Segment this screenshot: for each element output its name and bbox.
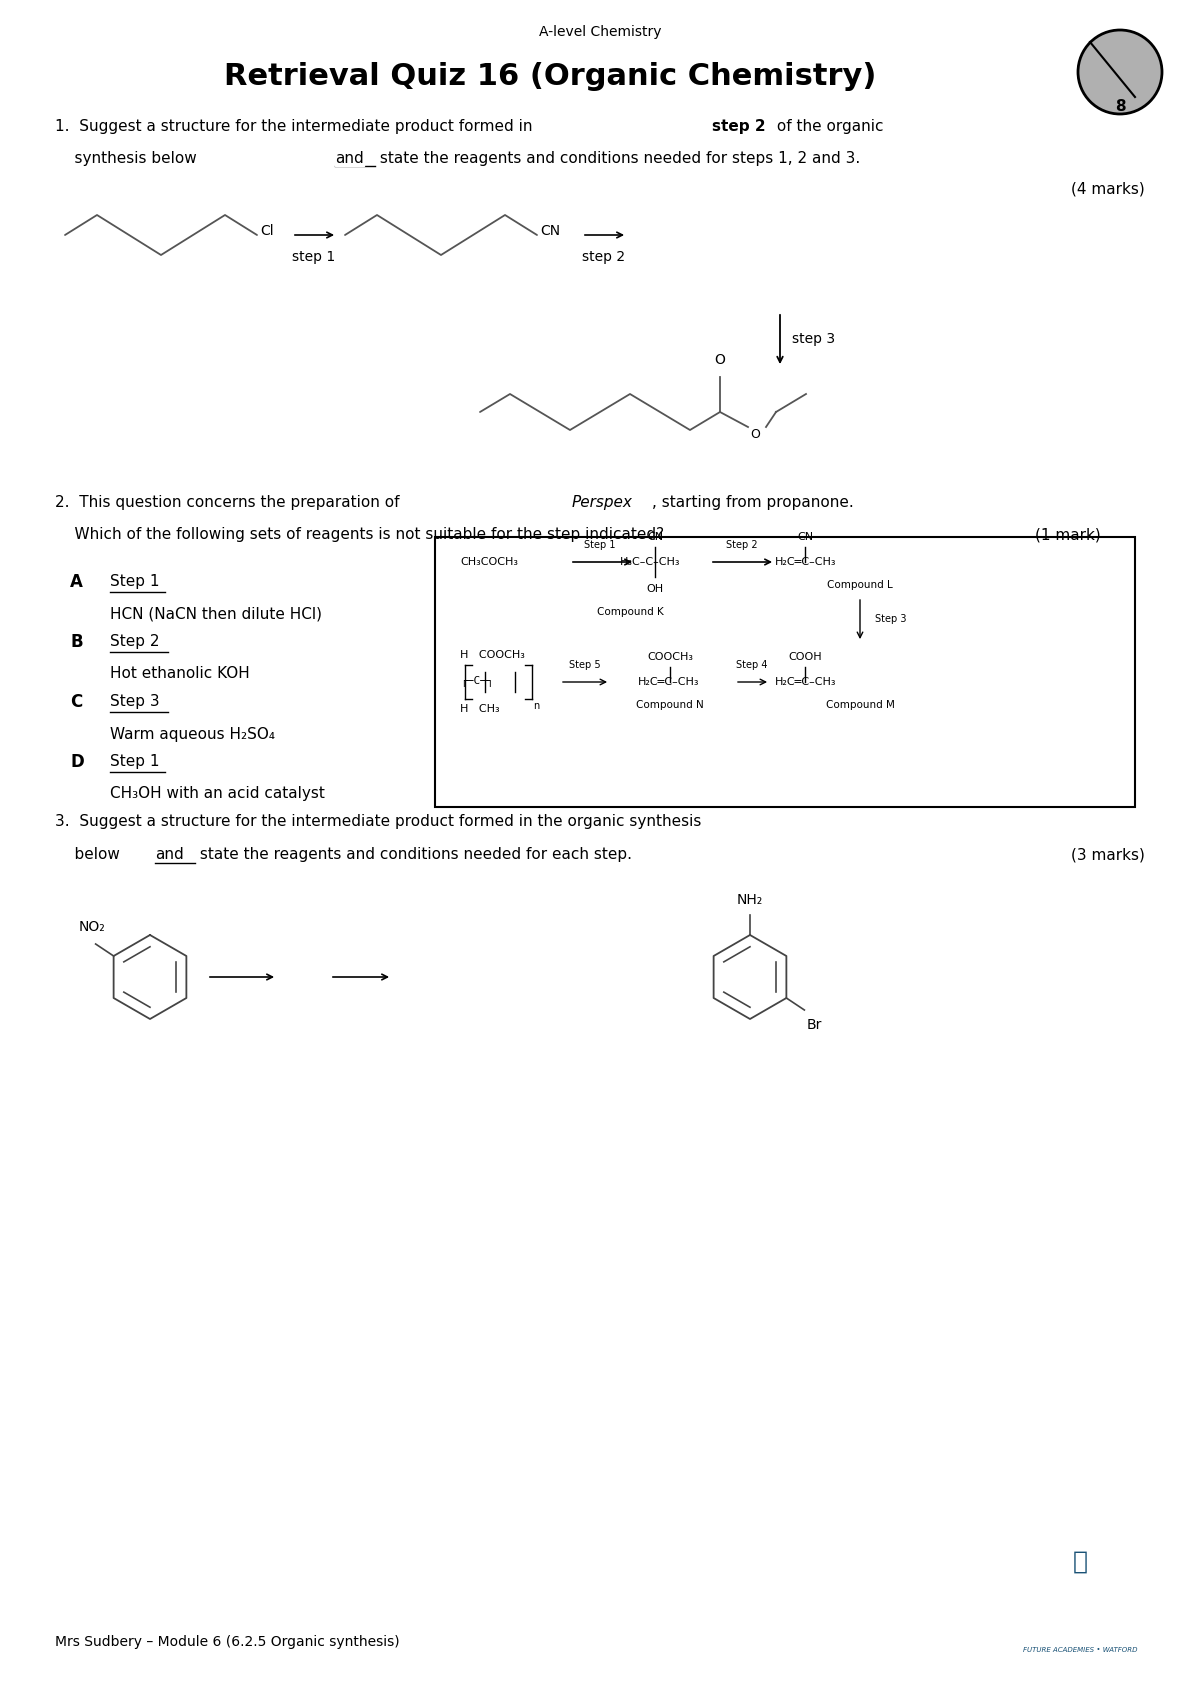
Text: Compound N: Compound N: [636, 699, 704, 709]
Text: Compound M: Compound M: [826, 699, 894, 709]
Text: state the reagents and conditions needed for steps 1, 2 and 3.: state the reagents and conditions needed…: [374, 151, 860, 166]
Text: 8: 8: [1115, 98, 1126, 114]
Text: NH₂: NH₂: [737, 893, 763, 906]
Text: CN: CN: [797, 531, 814, 541]
Text: (3 marks): (3 marks): [1072, 847, 1145, 862]
Text: D: D: [70, 753, 84, 770]
Text: COOH: COOH: [788, 652, 822, 662]
Text: Step 1: Step 1: [110, 575, 160, 589]
Text: CN: CN: [647, 531, 664, 541]
Text: NO₂: NO₂: [78, 920, 106, 933]
Text: Br: Br: [806, 1018, 822, 1032]
Text: HCN (NaCN then dilute HCl): HCN (NaCN then dilute HCl): [110, 606, 322, 621]
Text: n: n: [533, 701, 539, 711]
Text: Cl: Cl: [260, 224, 274, 238]
Text: CN: CN: [540, 224, 560, 238]
Text: 1.  Suggest a structure for the intermediate product formed in: 1. Suggest a structure for the intermedi…: [55, 119, 538, 134]
Text: O: O: [714, 353, 726, 367]
Text: Step 2: Step 2: [110, 635, 160, 650]
Text: Compound K: Compound K: [596, 608, 664, 618]
Text: Step 2: Step 2: [726, 540, 758, 550]
Text: synthesis below: synthesis below: [55, 151, 202, 166]
Text: A: A: [70, 574, 83, 591]
Text: ┌─C─┐: ┌─C─┐: [460, 677, 493, 687]
Text: state the reagents and conditions needed for each step.: state the reagents and conditions needed…: [194, 847, 632, 862]
Text: Mrs Sudbery – Module 6 (6.2.5 Organic synthesis): Mrs Sudbery – Module 6 (6.2.5 Organic sy…: [55, 1634, 400, 1649]
Text: CH₃OH with an acid catalyst: CH₃OH with an acid catalyst: [110, 786, 325, 801]
Text: Perspex: Perspex: [572, 494, 632, 509]
Text: FUTURE ACADEMIES • WATFORD: FUTURE ACADEMIES • WATFORD: [1022, 1648, 1138, 1653]
Text: below: below: [55, 847, 125, 862]
Text: A-level Chemistry: A-level Chemistry: [539, 25, 661, 39]
Text: Step 1: Step 1: [584, 540, 616, 550]
Text: C: C: [70, 692, 83, 711]
Text: Step 1: Step 1: [110, 755, 160, 769]
Text: (1 mark): (1 mark): [1034, 528, 1100, 543]
Text: Step 3: Step 3: [110, 694, 160, 709]
Text: (4 marks): (4 marks): [1072, 182, 1145, 197]
Text: O: O: [750, 429, 760, 441]
Text: Retrieval Quiz 16 (Organic Chemistry): Retrieval Quiz 16 (Organic Chemistry): [224, 63, 876, 92]
Text: 🌳: 🌳: [1073, 1549, 1087, 1575]
Text: Step 4: Step 4: [737, 660, 768, 670]
Text: Step 5: Step 5: [569, 660, 601, 670]
Text: step 3: step 3: [792, 333, 835, 346]
Text: COOCH₃: COOCH₃: [647, 652, 694, 662]
Circle shape: [1020, 1512, 1140, 1633]
Text: step 2: step 2: [712, 119, 766, 134]
Text: H₂C═C–CH₃: H₂C═C–CH₃: [638, 677, 700, 687]
Text: and: and: [155, 847, 184, 862]
Text: and: and: [335, 151, 364, 166]
Text: Which of the following sets of reagents is not suitable for the step indicated?: Which of the following sets of reagents …: [55, 528, 664, 543]
FancyBboxPatch shape: [434, 536, 1135, 808]
Text: Step 3: Step 3: [875, 614, 906, 624]
Text: 2.  This question concerns the preparation of: 2. This question concerns the preparatio…: [55, 494, 404, 509]
Text: H   COOCH₃: H COOCH₃: [460, 650, 524, 660]
Text: 3.  Suggest a structure for the intermediate product formed in the organic synth: 3. Suggest a structure for the intermedi…: [55, 815, 701, 830]
Text: Compound L: Compound L: [827, 580, 893, 591]
Text: H₂C═C–CH₃: H₂C═C–CH₃: [775, 677, 836, 687]
Text: Hot ethanolic KOH: Hot ethanolic KOH: [110, 667, 250, 682]
Circle shape: [1078, 31, 1162, 114]
Text: Warm aqueous H₂SO₄: Warm aqueous H₂SO₄: [110, 726, 275, 742]
Text: CH₃COCH₃: CH₃COCH₃: [460, 557, 518, 567]
Text: , starting from propanone.: , starting from propanone.: [652, 494, 853, 509]
Text: B: B: [70, 633, 83, 652]
Text: of the organic: of the organic: [772, 119, 883, 134]
Text: H₂C═C–CH₃: H₂C═C–CH₃: [775, 557, 836, 567]
Text: H   CH₃: H CH₃: [460, 704, 499, 714]
Text: H₃C–C–CH₃: H₃C–C–CH₃: [620, 557, 680, 567]
Text: step 2: step 2: [582, 249, 625, 265]
Text: OH: OH: [647, 584, 664, 594]
Text: step 1: step 1: [293, 249, 336, 265]
